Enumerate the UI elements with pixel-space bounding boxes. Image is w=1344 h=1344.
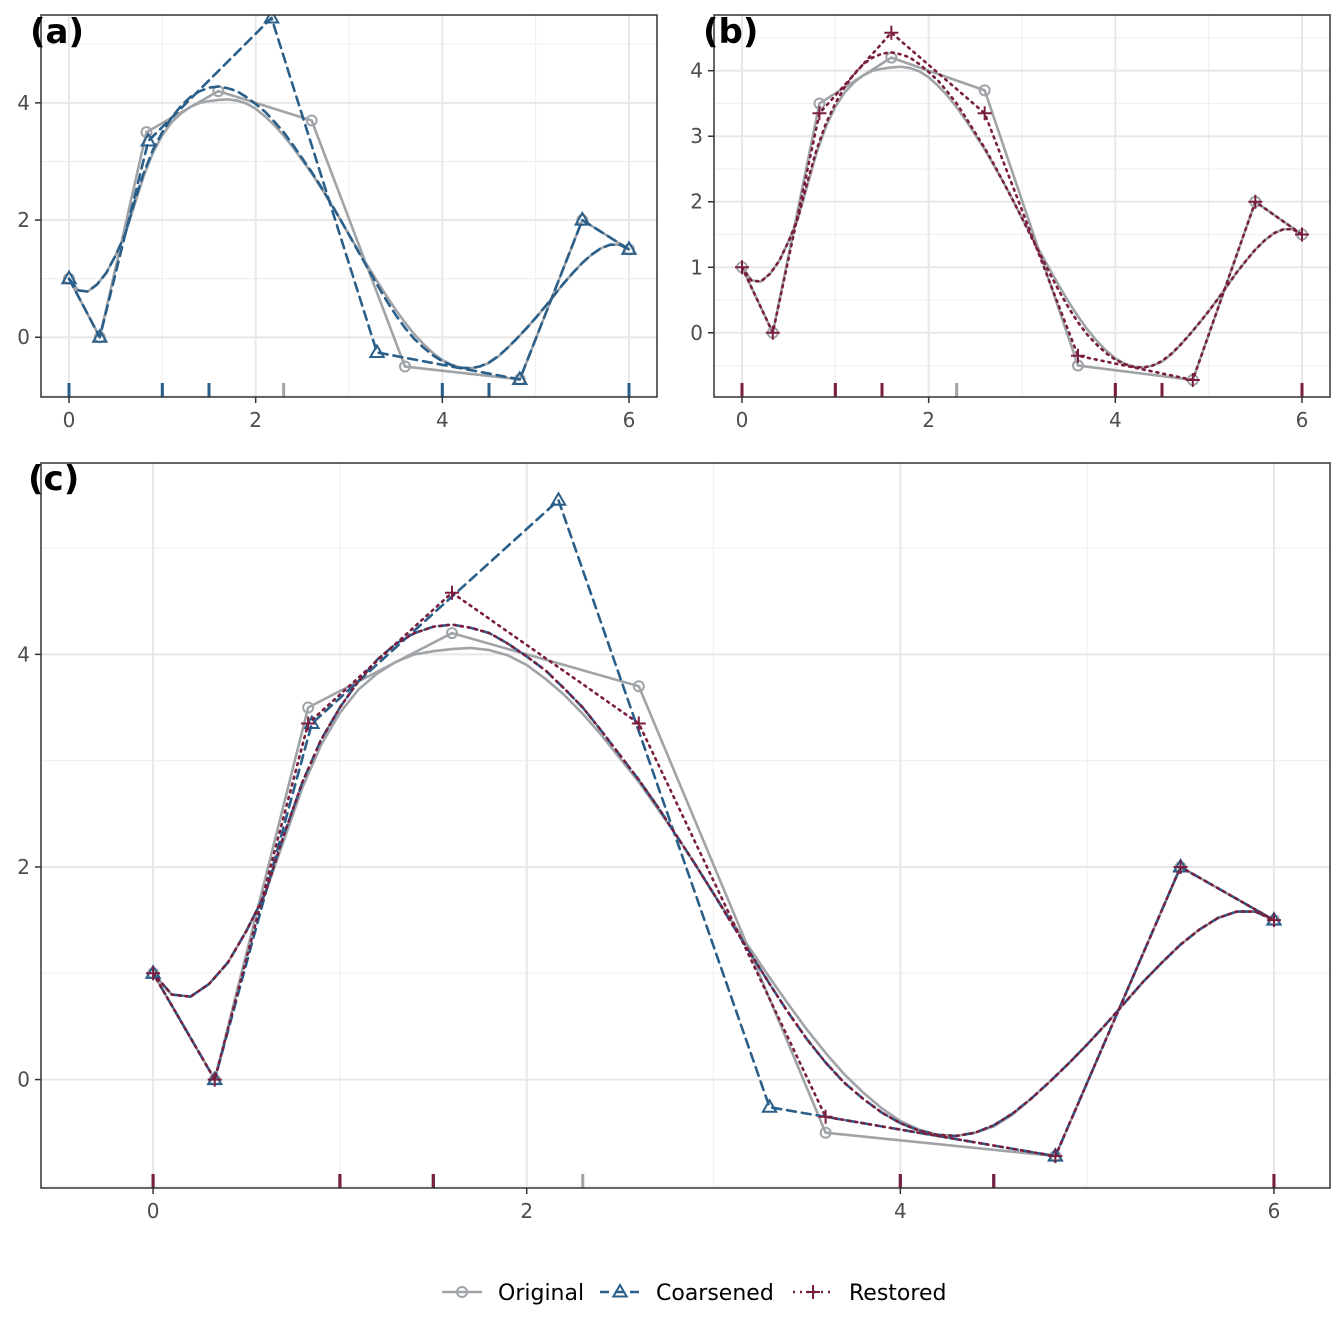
legend-item-original: Original bbox=[442, 1281, 584, 1306]
data-point-coarsened bbox=[263, 15, 280, 24]
legend-item-coarsened: Coarsened bbox=[600, 1281, 774, 1306]
data-point-coarsened bbox=[620, 240, 638, 255]
data-point-restored bbox=[1185, 372, 1200, 387]
data-point-restored bbox=[207, 1072, 222, 1087]
x-tick-label: 4 bbox=[1109, 408, 1122, 432]
data-point-original bbox=[819, 1126, 832, 1139]
data-point-restored bbox=[1048, 1149, 1063, 1164]
data-point-restored bbox=[884, 25, 899, 40]
data-point-restored bbox=[301, 716, 316, 731]
data-point-original bbox=[305, 114, 318, 127]
data-point-restored bbox=[1071, 348, 1085, 363]
data-point-original bbox=[978, 84, 991, 97]
data-point-coarsened bbox=[368, 343, 386, 359]
data-point-restored bbox=[146, 966, 161, 981]
series-restored bbox=[146, 585, 1281, 1188]
grid bbox=[41, 463, 1330, 1188]
panel-c: 0 2 4 6 0 2 4 (c) bbox=[17, 459, 1331, 1223]
data-point-original bbox=[302, 701, 315, 714]
y-tick-label: 2 bbox=[17, 855, 30, 879]
data-point-restored bbox=[1248, 194, 1263, 209]
y-tick-label: 2 bbox=[690, 190, 703, 214]
x-tick-label: 0 bbox=[736, 408, 749, 432]
series-coarsened bbox=[60, 15, 638, 397]
panel-border bbox=[40, 462, 1331, 1189]
legend-key-marker bbox=[806, 1285, 820, 1299]
data-point-restored bbox=[765, 325, 780, 340]
data-point-coarsened bbox=[91, 328, 109, 343]
series-restored bbox=[735, 25, 1309, 397]
data-point-coarsened bbox=[60, 269, 78, 285]
series-control-polygon-restored bbox=[151, 591, 1276, 1158]
y-tick-label: 0 bbox=[17, 325, 30, 349]
series-curve-coarsened bbox=[67, 85, 631, 370]
series-curve-restored bbox=[151, 623, 1276, 1138]
x-tick-label: 6 bbox=[623, 408, 636, 432]
panel-border bbox=[40, 14, 658, 398]
data-point-restored bbox=[1295, 227, 1309, 242]
x-tick-label: 6 bbox=[1296, 408, 1309, 432]
panel-label: (b) bbox=[703, 12, 758, 52]
data-point-restored bbox=[631, 716, 646, 731]
data-point-original bbox=[399, 360, 411, 373]
x-tick-label: 2 bbox=[249, 408, 262, 432]
y-tick-label: 1 bbox=[690, 255, 703, 279]
panel-border bbox=[713, 14, 1331, 398]
legend-item-restored: Restored bbox=[793, 1281, 946, 1306]
x-tick-label: 2 bbox=[520, 1199, 533, 1223]
data-point-restored bbox=[444, 585, 459, 600]
x-tick-label: 6 bbox=[1268, 1199, 1281, 1223]
data-point-original bbox=[632, 680, 645, 693]
x-tick-label: 4 bbox=[436, 408, 449, 432]
x-tick-label: 2 bbox=[922, 408, 935, 432]
grid bbox=[714, 15, 1330, 397]
panel-a: 0 2 4 6 0 2 4 (a) bbox=[17, 12, 658, 432]
x-tick-label: 4 bbox=[894, 1199, 907, 1223]
data-point-coarsened bbox=[761, 1098, 778, 1113]
y-tick-label: 3 bbox=[690, 124, 703, 148]
data-point-restored bbox=[1173, 859, 1188, 874]
x-tick-label: 0 bbox=[63, 408, 76, 432]
data-point-restored bbox=[812, 106, 827, 121]
legend-label: Restored bbox=[849, 1281, 946, 1306]
data-point-restored bbox=[818, 1109, 833, 1124]
data-point-restored bbox=[1266, 913, 1281, 928]
data-point-coarsened bbox=[573, 211, 591, 226]
y-tick-label: 0 bbox=[17, 1068, 30, 1092]
y-tick-label: 4 bbox=[17, 642, 30, 666]
legend-key-marker bbox=[456, 1286, 468, 1298]
panel-label: (c) bbox=[28, 459, 79, 499]
legend-label: Coarsened bbox=[656, 1281, 774, 1306]
plot-area bbox=[144, 491, 1283, 1188]
legend-key-marker bbox=[611, 1282, 629, 1298]
data-point-original bbox=[445, 627, 458, 640]
data-point-coarsened bbox=[550, 491, 567, 506]
data-point-restored bbox=[977, 106, 992, 121]
y-tick-label: 2 bbox=[17, 208, 30, 232]
legend-label: Original bbox=[498, 1281, 584, 1306]
y-tick-label: 4 bbox=[17, 91, 30, 115]
data-point-restored bbox=[735, 260, 749, 275]
series-control-polygon-coarsened bbox=[67, 16, 631, 381]
legend: Original Coarsened Restored bbox=[442, 1281, 946, 1306]
y-tick-label: 4 bbox=[690, 59, 703, 83]
plot-area bbox=[735, 25, 1309, 397]
series-curve-restored bbox=[740, 51, 1304, 369]
y-tick-label: 0 bbox=[690, 321, 703, 345]
data-point-coarsened bbox=[511, 370, 529, 385]
plot-area bbox=[60, 15, 638, 397]
data-point-coarsened bbox=[139, 131, 157, 147]
panel-label: (a) bbox=[30, 12, 84, 52]
x-tick-label: 0 bbox=[147, 1199, 160, 1223]
